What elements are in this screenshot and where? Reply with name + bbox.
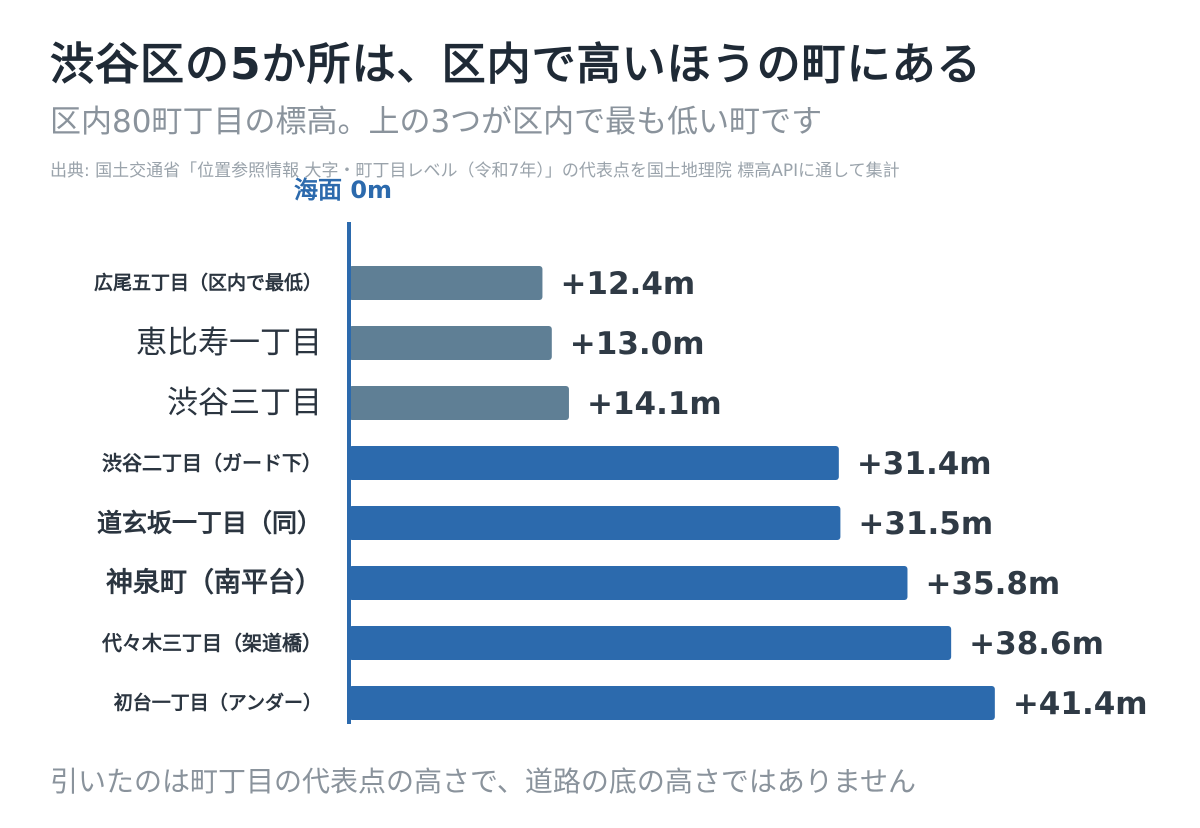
chart-subtitle: 区内80町丁目の標高。上の3つが区内で最も低い町です [50,104,823,140]
category-label: 恵比寿一丁目 [136,325,322,361]
category-label: 道玄坂一丁目（同） [97,509,322,538]
category-label: 渋谷三丁目 [167,385,322,421]
chart-title: 渋谷区の5か所は、区内で高いほうの町にある [50,39,982,90]
bar [349,566,908,600]
category-label: 神泉町（南平台） [106,567,322,599]
value-label: +14.1m [587,386,722,422]
bar [349,506,841,540]
baseline-label: 海面 0m [294,176,392,204]
bar [349,686,995,720]
value-label: +31.4m [857,446,992,482]
category-label: 初台一丁目（アンダー） [114,691,322,714]
bar [349,386,569,420]
value-label: +38.6m [969,626,1104,662]
category-label: 広尾五丁目（区内で最低） [94,271,322,294]
source-note: 出典: 国土交通省「位置参照情報 大字・町丁目レベル（令和7年）」の代表点を国土… [50,161,900,181]
sea-level-axis [347,222,351,724]
value-label: +31.5m [858,506,993,542]
bar [349,326,552,360]
bar [349,446,839,480]
value-label: +12.4m [560,266,695,302]
value-label: +41.4m [1013,686,1148,722]
bar [349,266,543,300]
bar [349,626,952,660]
value-label: +35.8m [925,566,1060,602]
value-label: +13.0m [570,326,705,362]
footer-note: 引いたのは町丁目の代表点の高さで、道路の底の高さではありません [50,765,917,798]
category-label: 渋谷二丁目（ガード下） [102,451,322,475]
category-label: 代々木三丁目（架道橋） [101,631,322,655]
